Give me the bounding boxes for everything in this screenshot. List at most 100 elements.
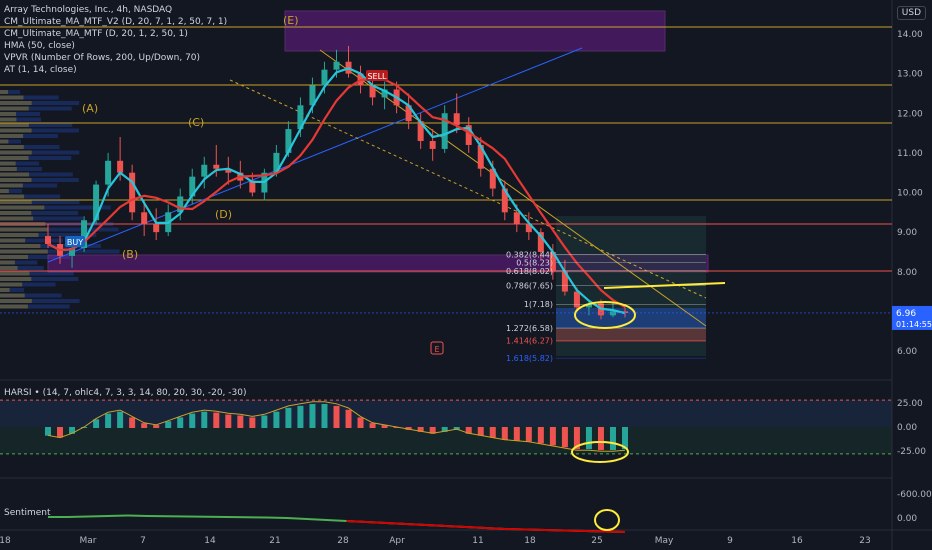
harsi-bar (549, 427, 556, 446)
volume-profile-bar (0, 293, 62, 298)
candle-body (285, 129, 292, 153)
indicator-3[interactable]: HMA (50, close) (4, 41, 75, 51)
candle-body (321, 69, 328, 86)
harsi-bar (201, 411, 208, 428)
volume-profile-bar (0, 200, 80, 204)
price-tick: 8.00 (897, 268, 917, 278)
volume-profile-bar (0, 205, 111, 210)
wave-label-d: (D) (215, 208, 232, 221)
candle-body (273, 152, 280, 173)
candle-body (141, 212, 148, 225)
volume-profile-bar (0, 106, 29, 111)
harsi-bar (45, 427, 51, 436)
candle-body (549, 251, 556, 272)
candle-body (69, 247, 76, 256)
volume-profile-bar (0, 112, 17, 116)
volume-profile-bar (0, 128, 32, 133)
ma-fast-line (47, 67, 626, 315)
earnings-label: E (434, 345, 439, 354)
candle-body (201, 164, 208, 177)
fib-target-zone (556, 308, 706, 328)
time-tick: 18 (0, 536, 11, 546)
harsi-bar (69, 427, 76, 434)
harsi-bar (141, 423, 148, 428)
indicator-2[interactable]: CM_Ultimate_MA_MTF (D, 20, 1, 2, 50, 1) (4, 29, 188, 39)
candle-body (309, 85, 316, 106)
harsi-bar (573, 427, 580, 450)
currency-badge[interactable]: USD (896, 6, 926, 20)
volume-profile-bar (0, 216, 83, 221)
volume-profile-bar (0, 95, 24, 100)
fib-label: 1.414(6.27) (506, 336, 553, 345)
candle-body (537, 232, 544, 252)
harsi-bar (537, 427, 544, 444)
volume-profile-bar (0, 134, 24, 138)
candle-body (561, 271, 568, 292)
candle-body (249, 180, 256, 193)
candle-body (525, 224, 532, 233)
fib-zone (556, 328, 706, 342)
candle-body (441, 113, 448, 149)
fib-label: 0.786(7.65) (506, 282, 553, 291)
harsi-bar (129, 417, 136, 428)
support-zone (47, 254, 709, 273)
chart-title: Array Technologies, Inc., 4h, NASDAQ (4, 5, 173, 15)
candle-body (333, 61, 340, 70)
harsi-bar (225, 414, 232, 428)
harsi-bar (357, 417, 364, 428)
harsi-bar (561, 427, 568, 448)
volume-profile-bar (0, 178, 32, 182)
volume-profile-bar (0, 244, 41, 248)
candle-body (609, 311, 616, 316)
candle-body (381, 89, 388, 98)
volume-profile-bar (0, 183, 58, 188)
sentiment-line-bearish (346, 520, 626, 533)
time-tick: 9 (727, 536, 733, 546)
volume-profile-bar (0, 112, 41, 116)
sentiment-legend[interactable]: Sentiment (4, 508, 51, 518)
fib-label: 0.382(8.44) (506, 250, 553, 259)
volume-profile-bar (0, 117, 42, 122)
price-tick: 14.00 (897, 30, 923, 40)
wave-label-e: (E) (283, 14, 299, 27)
harsi-bar (249, 417, 256, 428)
volume-profile-bar (0, 178, 79, 182)
time-tick: May (655, 536, 674, 546)
ma-slow-line (47, 77, 626, 308)
wave-label-a: (A) (82, 102, 98, 115)
wave-label-b: (B) (122, 248, 138, 261)
volume-profile-bar (0, 227, 48, 232)
volume-profile-bar (0, 266, 18, 270)
countdown: 01:14:55 (896, 320, 932, 329)
last-price: 6.96 (896, 309, 916, 319)
annotation-circle (574, 301, 636, 329)
harsi-bar (189, 413, 196, 428)
candle-body (93, 184, 100, 221)
harsi-bar (609, 427, 616, 451)
candle-body (189, 176, 196, 197)
indicator-1[interactable]: CM_Ultimate_MA_MTF_V2 (D, 20, 7, 1, 2, 5… (4, 17, 228, 27)
harsi-bar (345, 409, 352, 428)
volume-profile-bar (0, 304, 28, 309)
volume-profile-bar (0, 90, 8, 94)
time-tick: 14 (204, 536, 216, 546)
volume-profile-bar (0, 161, 40, 166)
annotation-arrow (603, 282, 726, 289)
indicator-4[interactable]: VPVR (Number Of Rows, 200, Up/Down, 70) (4, 53, 201, 63)
volume-profile-bar (0, 260, 38, 265)
harsi-bar (417, 427, 424, 432)
volume-profile-bar (0, 260, 15, 265)
volume-profile-bar (0, 139, 22, 144)
volume-profile-bar (0, 249, 48, 254)
candle-body (45, 236, 51, 245)
harsi-legend[interactable]: HARSI • (14, 7, ohlc4, 7, 3, 3, 14, 80, … (4, 388, 247, 398)
volume-profile-bar (0, 194, 25, 199)
volume-profile-bar (0, 150, 32, 155)
indicator-5[interactable]: AT (1, 14, close) (4, 65, 77, 75)
harsi-bar (622, 427, 628, 450)
candle-body (105, 160, 112, 185)
candle-body (225, 168, 232, 173)
volume-profile-bar (0, 238, 64, 243)
candle-body (489, 168, 496, 189)
